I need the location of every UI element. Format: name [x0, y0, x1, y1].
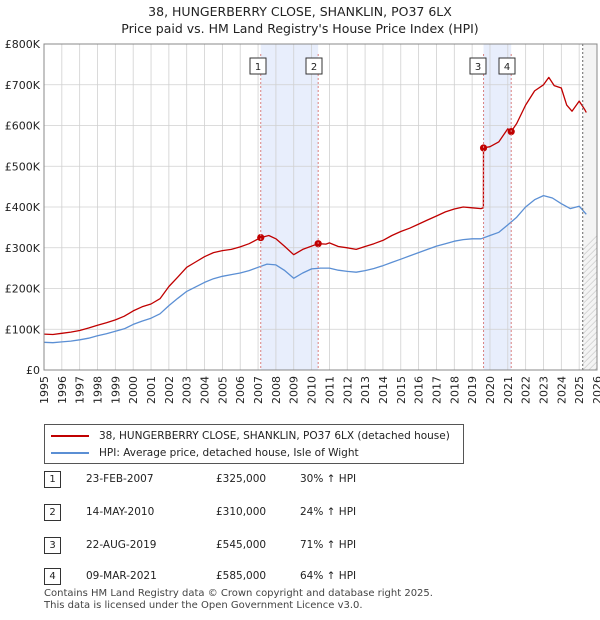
y-tick-label: £100K: [5, 323, 41, 336]
sale-row: 4 09-MAR-2021 £585,000 64% ↑ HPI: [44, 567, 404, 587]
sale-row: 1 23-FEB-2007 £325,000 30% ↑ HPI: [44, 470, 404, 490]
y-tick-label: £300K: [5, 242, 41, 255]
x-tick-label: 2013: [359, 376, 372, 404]
sale-marker-label: 2: [311, 62, 317, 73]
sale-date: 23-FEB-2007: [86, 473, 154, 485]
sale-marker-box: [305, 57, 323, 75]
x-tick-label: 1995: [38, 376, 51, 404]
sale-price: £325,000: [216, 473, 267, 485]
x-tick-label: 2014: [377, 376, 390, 404]
sale-marker-label: 3: [475, 62, 481, 73]
y-tick-label: £700K: [5, 79, 41, 92]
x-tick-label: 2008: [270, 376, 283, 404]
sale-number-badge: 1: [44, 471, 61, 488]
x-tick-label: 2018: [448, 376, 461, 404]
x-tick-label: 2017: [430, 376, 443, 404]
sale-hpi-change: 71% ↑ HPI: [300, 539, 357, 551]
sale-number-badge: 2: [44, 504, 61, 521]
x-tick-label: 2019: [466, 376, 479, 404]
sale-date: 22-AUG-2019: [86, 539, 157, 551]
x-tick-label: 2007: [252, 376, 265, 404]
legend: 38, HUNGERBERRY CLOSE, SHANKLIN, PO37 6L…: [44, 424, 464, 464]
forecast-hatch: [582, 301, 597, 317]
x-tick-label: 2015: [395, 376, 408, 404]
sale-marker-box: [498, 57, 516, 75]
sale-number-badge: 3: [44, 537, 61, 554]
sale-marker-box: [469, 57, 487, 75]
x-tick-label: 2011: [323, 376, 336, 404]
sale-point: [257, 233, 265, 242]
legend-label-property: 38, HUNGERBERRY CLOSE, SHANKLIN, PO37 6L…: [99, 430, 450, 442]
x-tick-label: 2001: [145, 376, 158, 404]
y-tick-label: £600K: [5, 120, 41, 133]
footer-copyright: Contains HM Land Registry data © Crown c…: [44, 588, 433, 599]
sale-price: £545,000: [216, 539, 267, 551]
sale-date: 14-MAY-2010: [86, 506, 155, 518]
x-tick-label: 1999: [109, 376, 122, 404]
sale-marker-label: 1: [255, 62, 261, 73]
x-tick-label: 2021: [502, 376, 515, 404]
forecast-hatch: [582, 313, 597, 329]
sale-row: 2 14-MAY-2010 £310,000 24% ↑ HPI: [44, 503, 404, 523]
forecast-hatch: [582, 307, 597, 323]
x-tick-label: 2004: [199, 376, 212, 404]
legend-swatch-hpi: [51, 452, 89, 454]
y-tick-label: £800K: [5, 38, 41, 51]
sale-row: 3 22-AUG-2019 £545,000 71% ↑ HPI: [44, 536, 404, 556]
price-chart: 1 2 3 4 £0 £100K £200K £300K £400K £500K £600K £70…: [5, 38, 600, 404]
legend-item-property: 38, HUNGERBERRY CLOSE, SHANKLIN, PO37 6L…: [51, 428, 450, 444]
x-tick-label: 2006: [234, 376, 247, 404]
x-tick-label: 2023: [537, 376, 550, 404]
x-tick-label: 2000: [127, 376, 140, 404]
x-tick-label: 1998: [92, 376, 105, 404]
sale-hpi-change: 30% ↑ HPI: [300, 473, 357, 485]
x-tick-label: 2005: [216, 376, 229, 404]
legend-item-hpi: HPI: Average price, detached house, Isle…: [51, 445, 359, 461]
x-tick-label: 2012: [341, 376, 354, 404]
legend-label-hpi: HPI: Average price, detached house, Isle…: [99, 447, 359, 459]
x-tick-label: 1996: [56, 376, 69, 404]
sale-hpi-change: 64% ↑ HPI: [300, 570, 357, 582]
chart-title-line1: 38, HUNGERBERRY CLOSE, SHANKLIN, PO37 6L…: [148, 4, 452, 19]
property-price-line: [43, 76, 587, 336]
y-tick-label: £400K: [5, 201, 41, 214]
sale-date: 09-MAR-2021: [86, 570, 157, 582]
x-tick-label: 2024: [555, 376, 568, 404]
sale-number-badge: 4: [44, 568, 61, 585]
x-tick-label: 2002: [163, 376, 176, 404]
sale-hpi-change: 24% ↑ HPI: [300, 506, 357, 518]
legend-swatch-property: [51, 435, 89, 437]
y-tick-label: £200K: [5, 283, 41, 296]
x-tick-label: 2010: [306, 376, 319, 404]
sale-marker-box: [249, 57, 267, 75]
sale-price: £310,000: [216, 506, 267, 518]
y-tick-label: £500K: [5, 160, 41, 173]
x-tick-label: 2016: [413, 376, 426, 404]
chart-title-line2: Price paid vs. HM Land Registry's House …: [121, 21, 479, 36]
hpi-line: [43, 194, 587, 344]
x-tick-label: 1997: [74, 376, 87, 404]
plot-frame: [43, 43, 598, 371]
sale-price: £585,000: [216, 570, 267, 582]
x-tick-label: 2020: [484, 376, 497, 404]
sale-marker-label: 4: [504, 62, 510, 73]
x-tick-label: 2003: [181, 376, 194, 404]
footer-licence: This data is licensed under the Open Gov…: [44, 600, 363, 611]
y-tick-label: £0: [26, 364, 40, 377]
x-tick-label: 2026: [591, 376, 600, 404]
x-tick-label: 2025: [573, 376, 586, 404]
x-tick-label: 2009: [288, 376, 301, 404]
x-tick-label: 2022: [520, 376, 533, 404]
